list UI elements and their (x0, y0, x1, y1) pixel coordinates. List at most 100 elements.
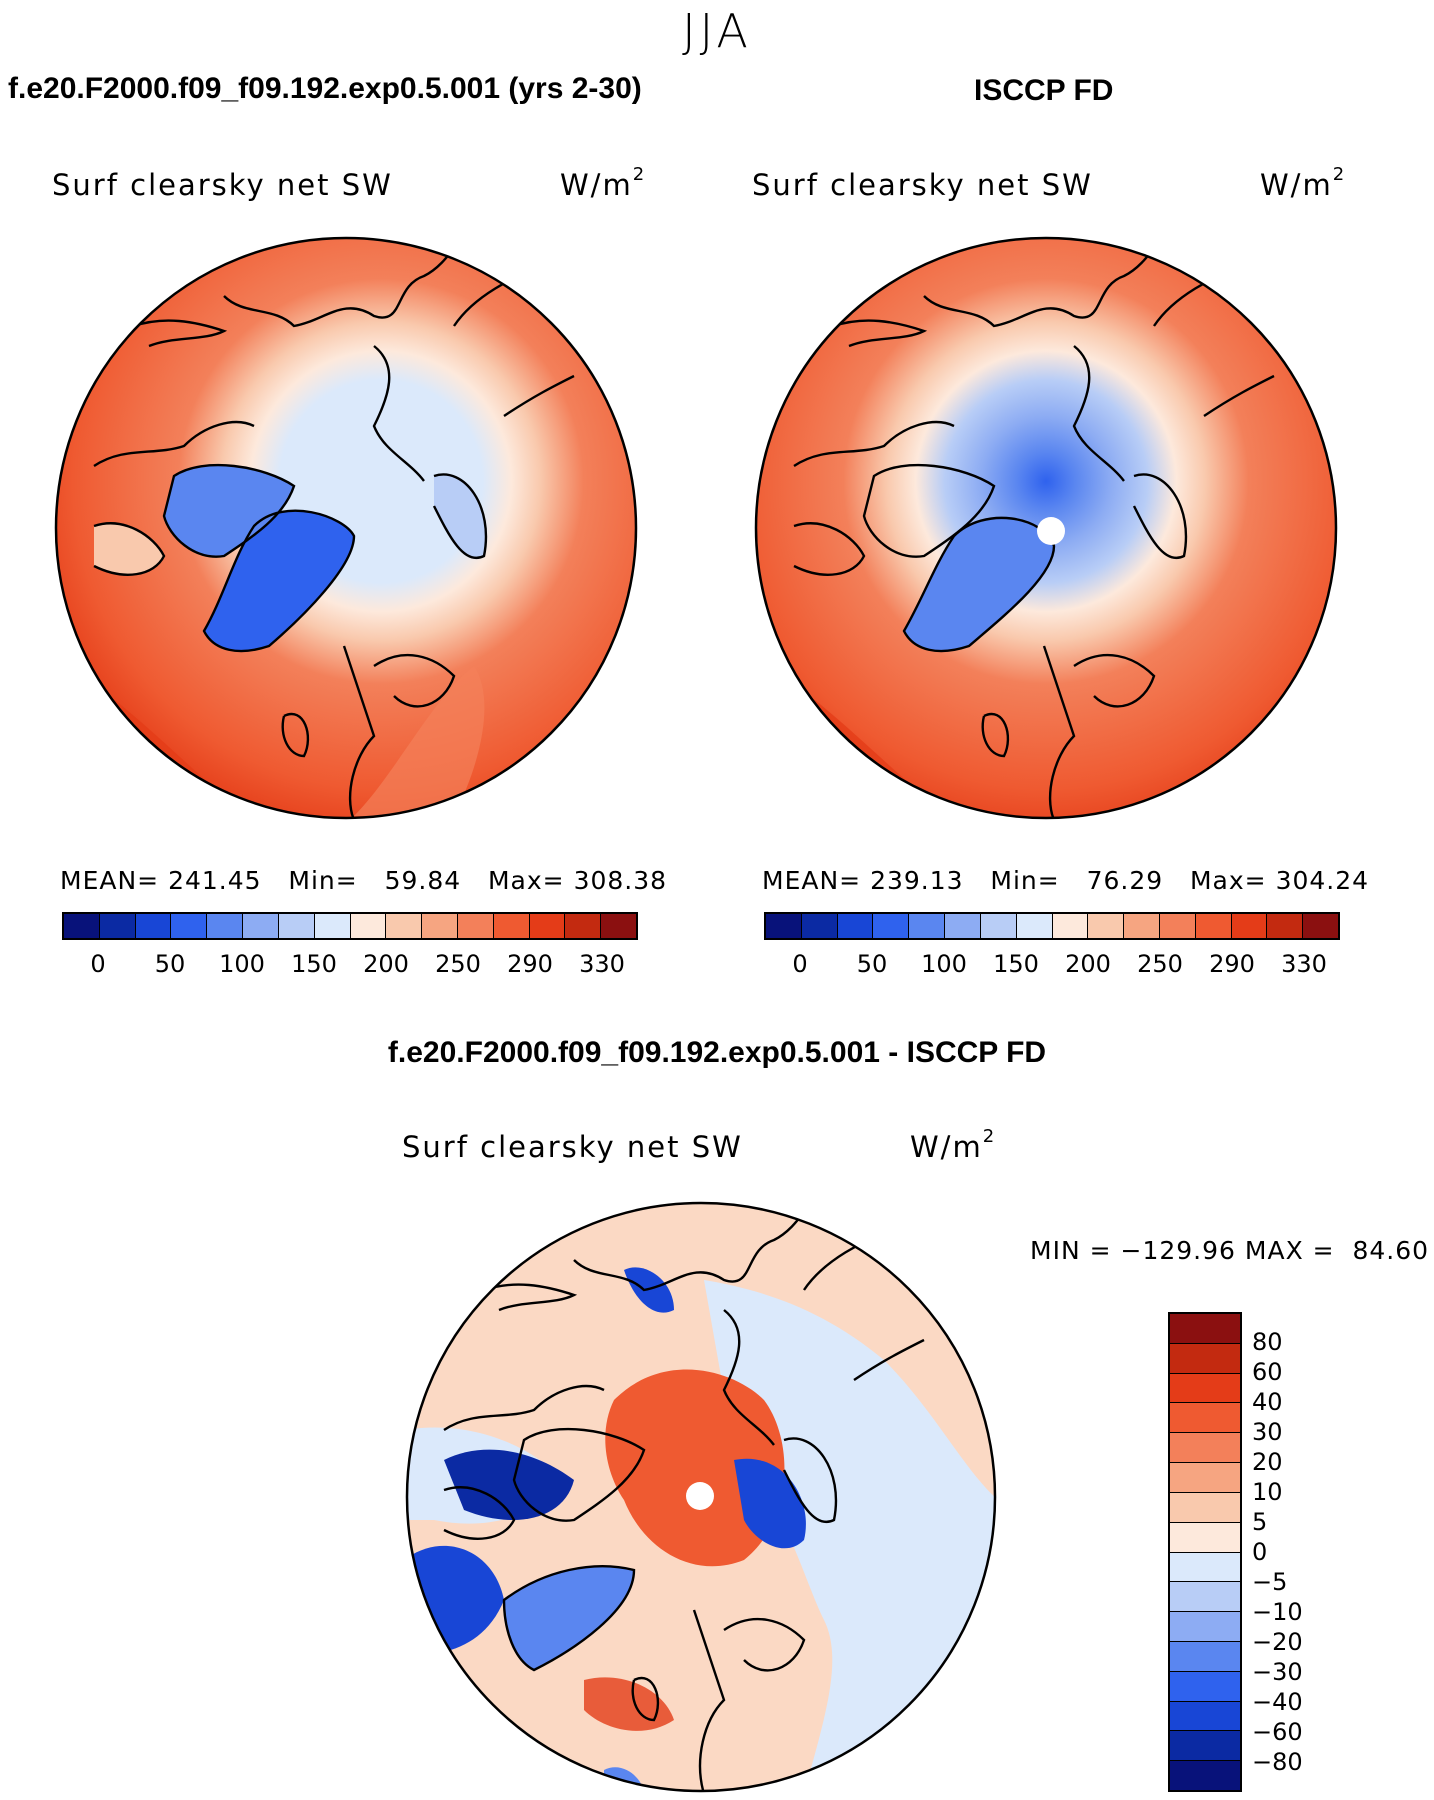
model-panel-title: f.e20.F2000.f09_f09.192.exp0.5.001 (yrs … (8, 72, 642, 105)
greenland-region (204, 510, 354, 651)
colorbar-tick-label: 10 (1252, 1478, 1283, 1506)
colorbar-tick-label: 200 (1065, 950, 1111, 978)
model-variable-label: Surf clearsky net SW (52, 168, 393, 202)
arctic-archipelago-region (164, 465, 294, 557)
colorbar-tick-label: 20 (1252, 1448, 1283, 1476)
diff-units-label: W/m2 (910, 1126, 997, 1164)
colorbar-swatch (1016, 914, 1053, 938)
colorbar-tick-label: 100 (921, 950, 967, 978)
colorbar-swatch (1170, 1612, 1240, 1642)
colorbar-tick-label: 100 (219, 950, 265, 978)
obs-variable-label: Surf clearsky net SW (752, 168, 1093, 202)
colorbar-tick-label: 290 (1209, 950, 1255, 978)
colorbar-swatch (64, 914, 100, 938)
diff-polar-map (405, 1201, 997, 1793)
colorbar-tick-label: 0 (1252, 1538, 1268, 1566)
colorbar-swatch (909, 914, 946, 938)
pole-hole (1037, 517, 1065, 545)
colorbar-tick-label: 290 (507, 950, 553, 978)
colorbar-swatch (457, 914, 494, 938)
obs-units-label: W/m2 (1260, 164, 1347, 202)
model-colorbar (62, 912, 638, 940)
colorbar-tick-label: 150 (993, 950, 1039, 978)
model-polar-map (54, 236, 638, 820)
colorbar-swatch (565, 914, 602, 938)
colorbar-tick-label: 250 (1137, 950, 1183, 978)
colorbar-swatch (99, 914, 136, 938)
colorbar-swatch (386, 914, 423, 938)
colorbar-swatch (1170, 1433, 1240, 1464)
colorbar-swatch (1170, 1582, 1240, 1613)
colorbar-swatch (1195, 914, 1232, 938)
colorbar-swatch (1267, 914, 1304, 938)
colorbar-swatch (1052, 914, 1089, 938)
diff-panel-title: f.e20.F2000.f09_f09.192.exp0.5.001 - ISC… (387, 1036, 1047, 1069)
colorbar-swatch (1170, 1314, 1240, 1344)
colorbar-swatch (1231, 914, 1268, 938)
model-units-label: W/m2 (560, 164, 647, 202)
greenland-region (904, 517, 1054, 651)
colorbar-swatch (945, 914, 981, 938)
colorbar-swatch (1170, 1731, 1240, 1762)
diff-stats: MIN = −129.96 MAX = 84.60 (1030, 1236, 1430, 1265)
diff-variable-label: Surf clearsky net SW (402, 1130, 743, 1164)
colorbar-tick-label: −30 (1252, 1658, 1303, 1686)
colorbar-swatch (1124, 914, 1160, 938)
colorbar-tick-label: 200 (363, 950, 409, 978)
colorbar-swatch (1170, 1761, 1240, 1790)
coastline-outlines (93, 238, 575, 818)
colorbar-swatch (1170, 1403, 1240, 1434)
archipelago-negative (444, 1449, 574, 1520)
colorbar-tick-label: 330 (579, 950, 625, 978)
colorbar-tick-label: 40 (1252, 1388, 1283, 1416)
colorbar-swatch (243, 914, 279, 938)
colorbar-swatch (1170, 1463, 1240, 1493)
colorbar-tick-label: 60 (1252, 1358, 1283, 1386)
colorbar-swatch (1170, 1373, 1240, 1404)
colorbar-tick-label: 150 (291, 950, 337, 978)
colorbar-tick-label: 50 (856, 950, 888, 978)
colorbar-swatch (314, 914, 351, 938)
colorbar-swatch (1170, 1671, 1240, 1702)
central-arctic-positive (605, 1369, 785, 1567)
colorbar-tick-label: −20 (1252, 1628, 1303, 1656)
colorbar-swatch (1170, 1343, 1240, 1374)
colorbar-swatch (422, 914, 458, 938)
colorbar-tick-label: −5 (1252, 1568, 1288, 1596)
colorbar-swatch (801, 914, 838, 938)
colorbar-swatch (837, 914, 874, 938)
colorbar-swatch (171, 914, 208, 938)
colorbar-swatch (493, 914, 530, 938)
colorbar-swatch (980, 914, 1017, 938)
colorbar-tick-label: −40 (1252, 1688, 1303, 1716)
model-stats: MEAN= 241.45 Min= 59.84 Max= 308.38 (60, 866, 668, 895)
barents-negative (734, 1458, 806, 1549)
colorbar-tick-label: 50 (154, 950, 186, 978)
season-title: JJA (682, 4, 752, 58)
diff-colorbar (1168, 1312, 1242, 1792)
colorbar-tick-label: 330 (1281, 950, 1327, 978)
obs-stats: MEAN= 239.13 Min= 76.29 Max= 304.24 (762, 866, 1370, 895)
colorbar-swatch (873, 914, 910, 938)
obs-polar-map (754, 236, 1338, 820)
colorbar-tick-label: 30 (1252, 1418, 1283, 1446)
colorbar-swatch (1170, 1701, 1240, 1732)
colorbar-swatch (766, 914, 802, 938)
colorbar-swatch (1170, 1522, 1240, 1553)
colorbar-tick-label: 80 (1252, 1328, 1283, 1356)
colorbar-swatch (350, 914, 387, 938)
obs-colorbar-ticks: 0 50 100 150 200 250 290 330 (764, 950, 1340, 980)
colorbar-tick-label: 0 (90, 950, 106, 978)
coastline-outlines (793, 238, 1275, 818)
obs-panel-title: ISCCP FD (974, 74, 1114, 107)
colorbar-swatch (1170, 1492, 1240, 1523)
colorbar-tick-label: −10 (1252, 1598, 1303, 1626)
colorbar-tick-label: 5 (1252, 1508, 1268, 1536)
colorbar-swatch (1159, 914, 1196, 938)
colorbar-swatch (278, 914, 315, 938)
colorbar-swatch (1170, 1552, 1240, 1583)
colorbar-tick-label: −60 (1252, 1718, 1303, 1746)
colorbar-swatch (601, 914, 636, 938)
colorbar-swatch (135, 914, 172, 938)
pole-hole (686, 1482, 714, 1510)
